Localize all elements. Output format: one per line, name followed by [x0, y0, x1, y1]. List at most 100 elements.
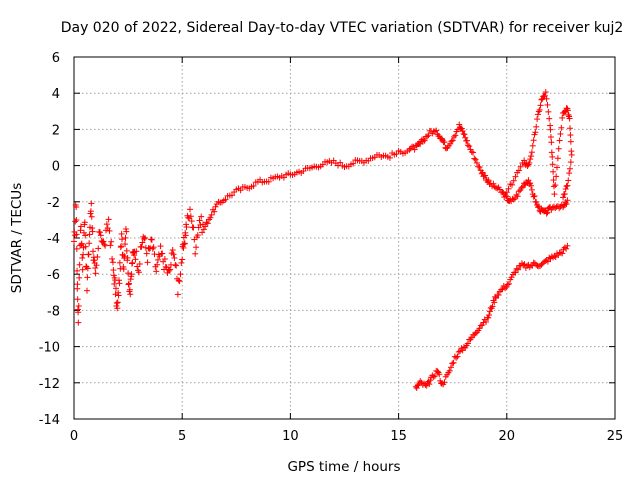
data-point — [473, 159, 480, 166]
data-point — [564, 182, 571, 189]
data-point — [208, 211, 215, 218]
data-point — [494, 185, 501, 192]
data-point — [550, 177, 557, 184]
data-point — [448, 138, 455, 145]
data-point — [550, 168, 557, 175]
data-point — [166, 267, 173, 274]
data-point — [350, 160, 357, 167]
data-point — [207, 214, 214, 221]
data-point — [528, 182, 535, 189]
data-point — [452, 132, 459, 139]
data-point — [109, 255, 116, 262]
data-point — [118, 230, 125, 237]
data-point — [406, 146, 413, 153]
y-tick-label: 0 — [52, 160, 60, 175]
data-point — [559, 114, 566, 121]
data-point — [476, 325, 483, 332]
data-point — [449, 360, 456, 367]
data-point — [115, 292, 122, 299]
data-point — [75, 309, 82, 316]
data-point — [450, 359, 457, 366]
data-point — [545, 108, 552, 115]
data-point — [83, 263, 90, 270]
data-point — [490, 180, 497, 187]
data-point — [563, 183, 570, 190]
data-point — [463, 137, 470, 144]
x-tick-label: 5 — [178, 429, 186, 444]
data-point — [554, 155, 561, 162]
data-point — [550, 183, 557, 190]
data-point — [212, 203, 219, 210]
data-point — [476, 164, 483, 171]
data-point — [85, 251, 92, 258]
data-point — [148, 236, 155, 243]
data-point — [553, 173, 560, 180]
data-point — [141, 234, 148, 241]
data-point — [543, 257, 550, 264]
data-point — [202, 223, 209, 230]
data-point — [170, 251, 177, 258]
data-point — [101, 241, 108, 248]
data-point — [429, 372, 436, 379]
data-point — [88, 213, 95, 220]
data-point — [563, 201, 570, 208]
data-point — [503, 189, 510, 196]
data-point — [489, 303, 496, 310]
data-point — [567, 138, 574, 145]
data-point — [114, 305, 121, 312]
data-point — [116, 259, 123, 266]
data-point — [495, 291, 502, 298]
data-point — [456, 121, 463, 128]
data-point — [106, 227, 113, 234]
data-point — [447, 140, 454, 147]
data-point — [461, 131, 468, 138]
data-point — [521, 157, 528, 164]
data-point — [119, 236, 126, 243]
data-point — [198, 213, 205, 220]
data-point — [535, 108, 542, 115]
data-point — [250, 182, 257, 189]
data-point — [502, 285, 509, 292]
data-point — [503, 284, 510, 291]
data-point — [443, 145, 450, 152]
data-point — [139, 239, 146, 246]
y-axis-label: SDTVAR / TECUs — [9, 183, 25, 293]
data-point — [515, 188, 522, 195]
data-point — [549, 161, 556, 168]
data-point — [122, 234, 129, 241]
data-point — [77, 223, 84, 230]
data-point — [479, 322, 486, 329]
data-point — [566, 115, 573, 122]
data-point — [447, 364, 454, 371]
data-point — [118, 243, 125, 250]
data-point — [509, 195, 516, 202]
data-point — [71, 238, 77, 245]
data-point — [527, 156, 534, 163]
data-point — [538, 261, 545, 268]
data-point — [187, 213, 194, 220]
y-tick-label: -14 — [39, 413, 60, 428]
data-point — [154, 261, 161, 268]
data-point — [186, 206, 193, 213]
data-point — [559, 250, 566, 257]
data-point — [75, 319, 82, 326]
data-point — [111, 280, 118, 287]
data-point — [194, 232, 201, 239]
data-point — [504, 281, 511, 288]
data-point — [72, 218, 79, 225]
data-point — [132, 256, 139, 263]
data-point — [554, 164, 561, 171]
data-point — [426, 381, 433, 388]
data-point — [471, 155, 478, 162]
data-point — [135, 269, 142, 276]
data-point — [557, 130, 564, 137]
data-point — [136, 261, 143, 268]
data-point — [154, 256, 161, 263]
x-tick-label: 25 — [607, 429, 624, 444]
data-point — [178, 259, 185, 266]
data-point — [557, 249, 564, 256]
data-point — [112, 285, 119, 292]
y-tick-label: 2 — [52, 123, 60, 138]
data-point — [555, 252, 562, 259]
